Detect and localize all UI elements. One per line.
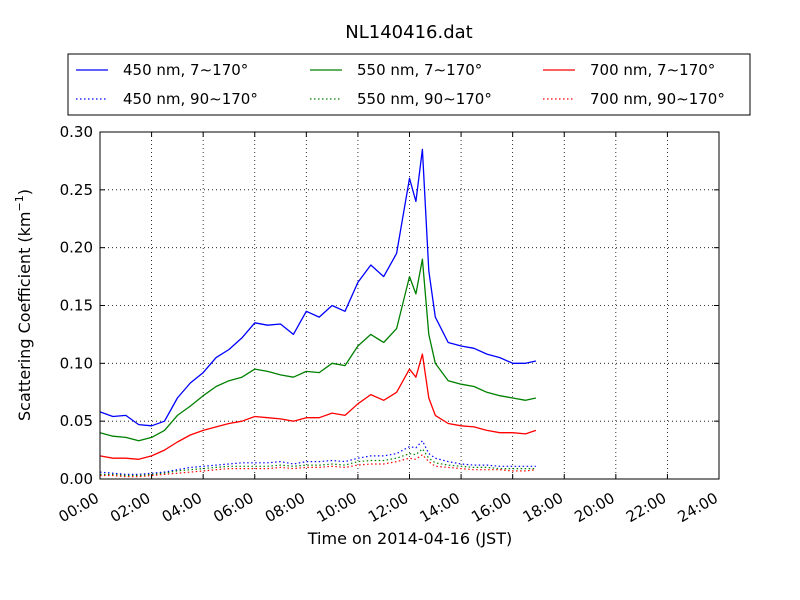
chart-title: NL140416.dat: [345, 22, 472, 43]
legend-label: 450 nm, 90∼170°: [123, 90, 258, 108]
y-tick-label: 0.30: [60, 123, 93, 141]
y-axis-label-sup: −1: [13, 195, 26, 211]
y-tick-label: 0.15: [60, 297, 93, 315]
legend-label: 700 nm, 90∼170°: [590, 90, 725, 108]
y-tick-label: 0.10: [60, 354, 93, 372]
legend-label: 550 nm, 90∼170°: [357, 90, 492, 108]
y-axis-label-close: ): [15, 189, 34, 195]
legend-label: 450 nm, 7∼170°: [123, 61, 248, 79]
y-axis-label-main: Scattering Coefficient (km: [15, 211, 34, 421]
legend-label: 550 nm, 7∼170°: [357, 61, 482, 79]
series-line: [99, 440, 536, 475]
series-line: [100, 454, 536, 478]
y-tick-label: 0.20: [60, 239, 93, 257]
series-line: [99, 148, 537, 427]
series-line: [99, 353, 537, 460]
legend: 450 nm, 7∼170° 550 nm, 7∼170° 700 nm, 7∼17…: [67, 53, 751, 116]
y-tick-label: 0.05: [60, 412, 93, 430]
legend-frame: [67, 53, 751, 116]
series-line: [99, 258, 537, 442]
y-axis-label: Scattering Coefficient (km−1): [13, 189, 34, 421]
y-tick-label: 0.00: [60, 470, 93, 488]
x-axis-label: Time on 2014-04-16 (JST): [307, 529, 512, 548]
series-line: [100, 448, 536, 477]
legend-label: 700 nm, 7∼170°: [590, 61, 715, 79]
y-tick-label: 0.25: [60, 181, 93, 199]
ticks: [99, 131, 720, 480]
series-layer: [99, 148, 537, 478]
